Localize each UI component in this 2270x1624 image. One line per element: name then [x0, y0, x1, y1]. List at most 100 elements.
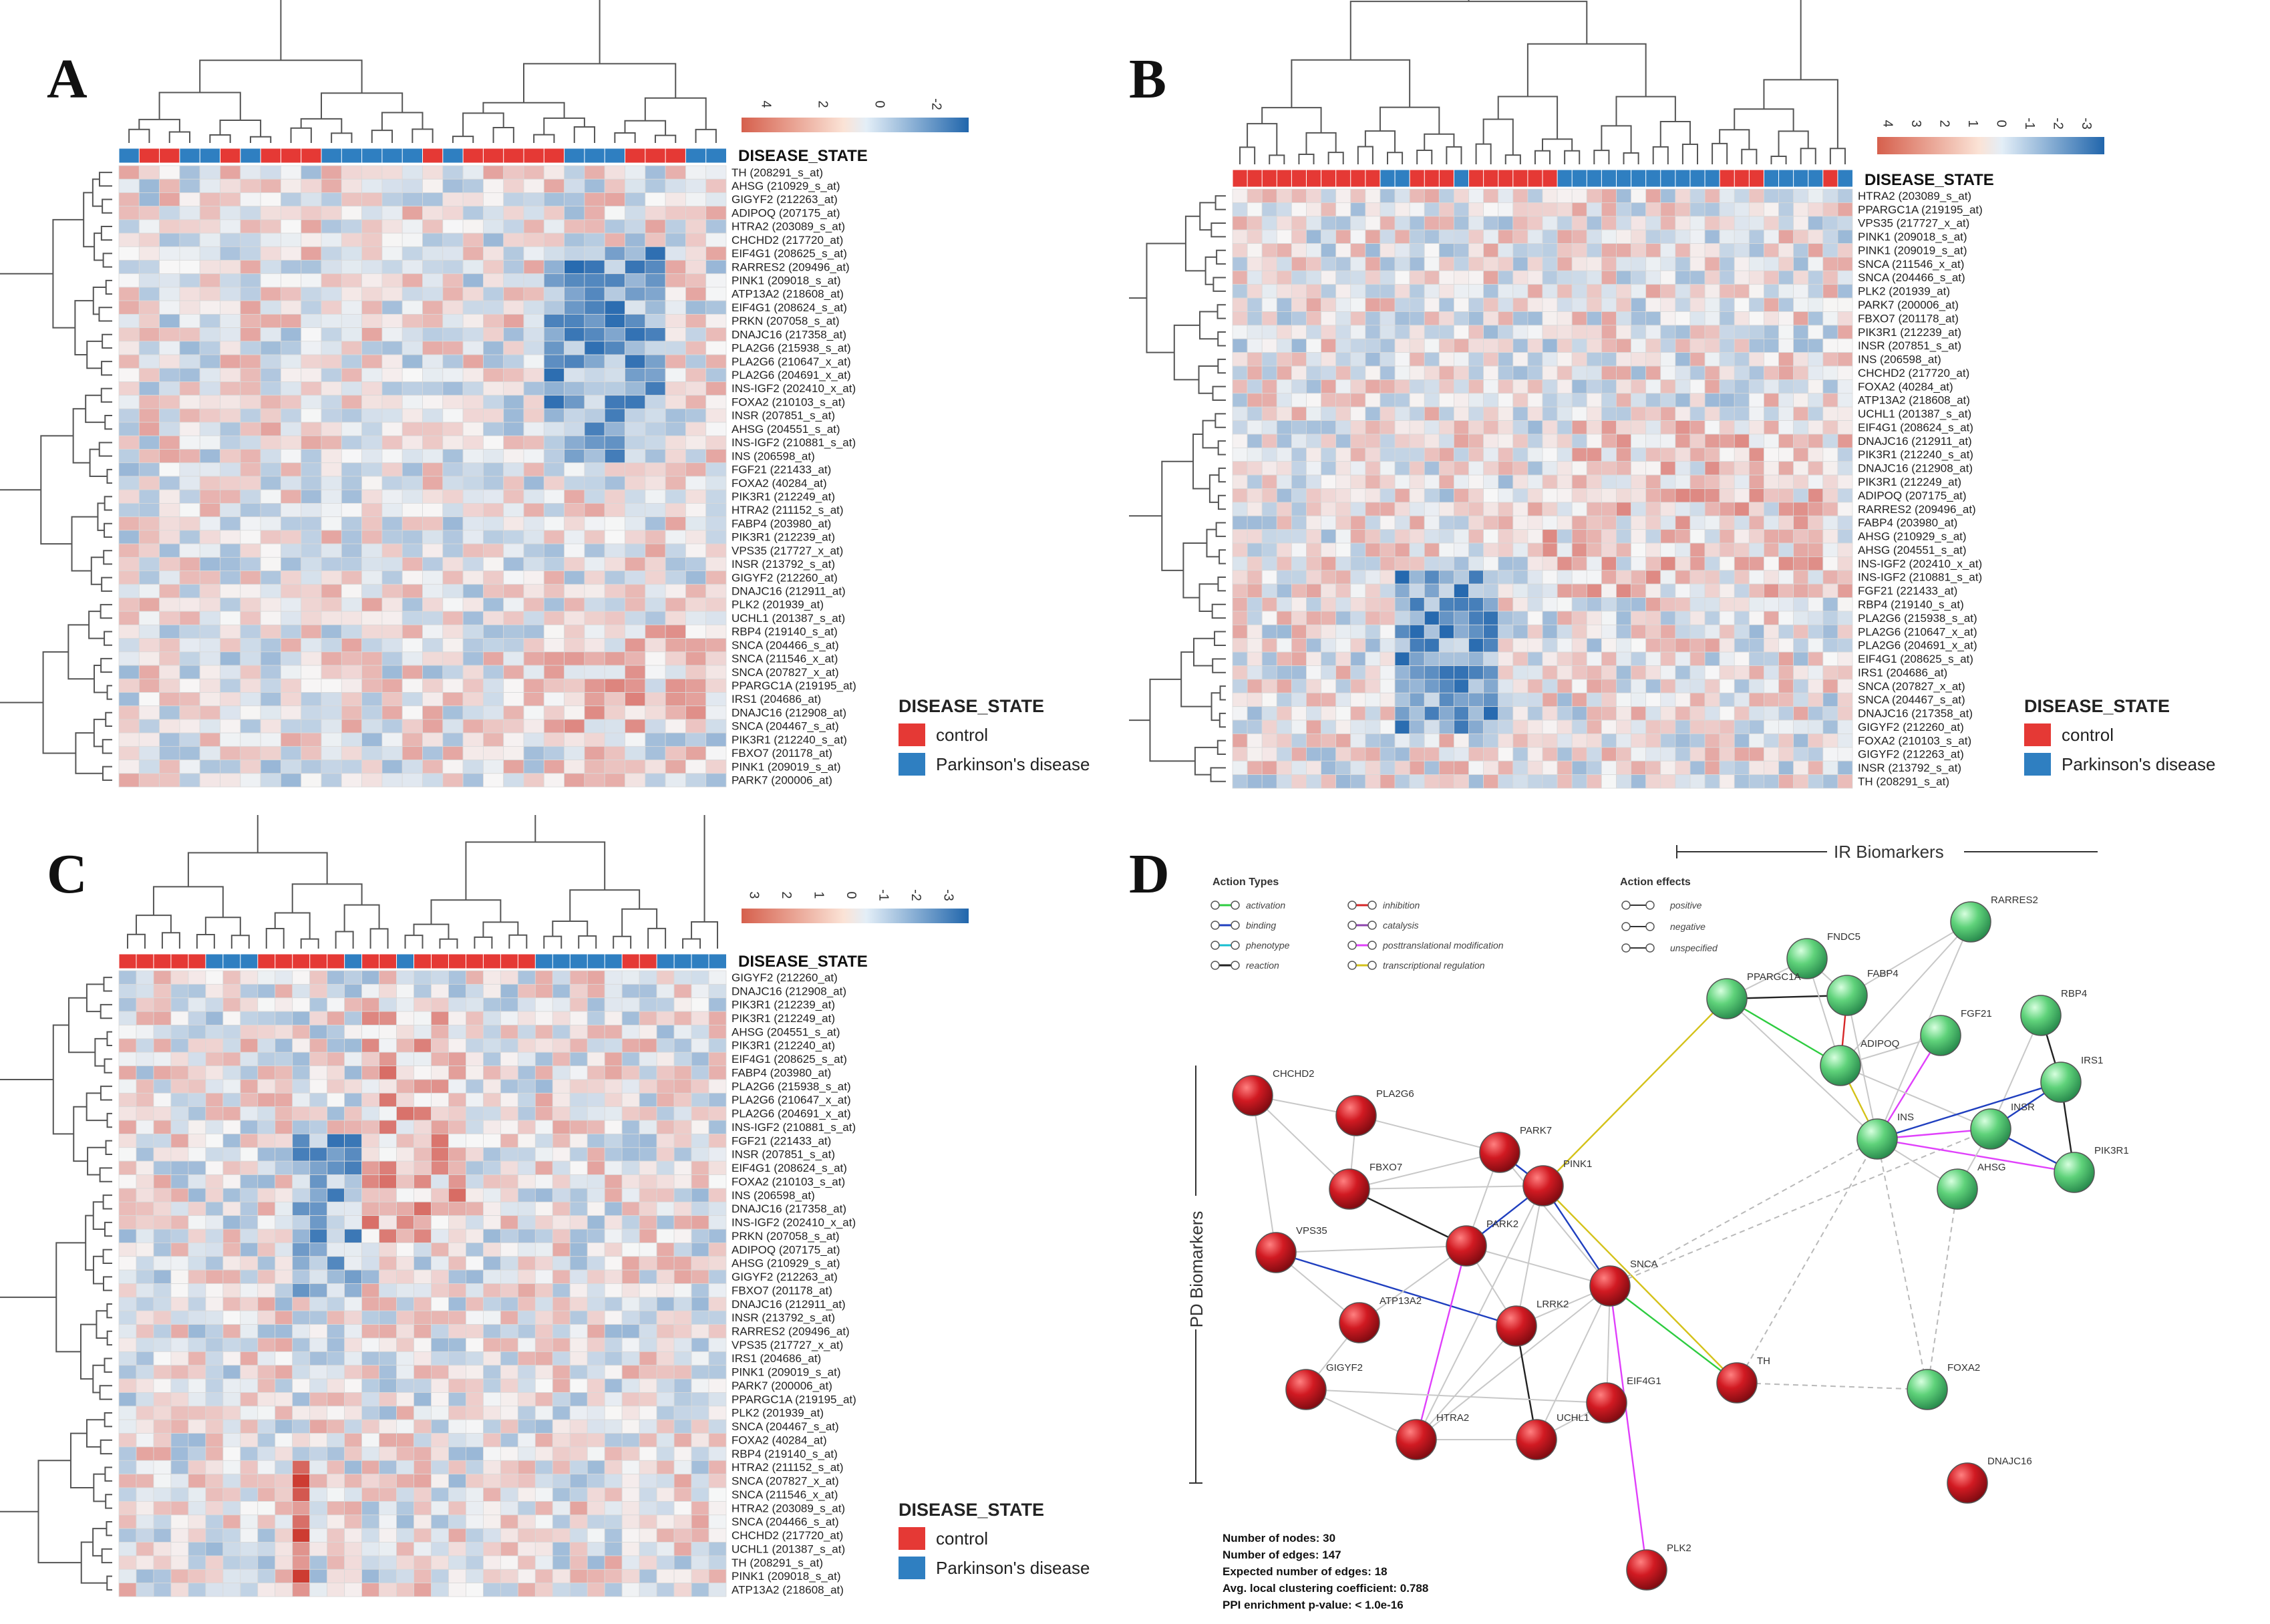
heatmap-cell: [119, 1052, 136, 1066]
annotation-cell: [382, 148, 403, 163]
heatmap-cell: [402, 476, 422, 490]
col-dendro-link-10: [534, 135, 554, 143]
heatmap-cell: [1690, 693, 1705, 706]
heatmap-cell: [301, 436, 321, 449]
heatmap-cell: [1823, 502, 1838, 516]
heatmap-cell: [1601, 625, 1616, 638]
heatmap-cell: [1351, 652, 1365, 665]
heatmap-cell: [524, 530, 544, 544]
heatmap-cell: [605, 1161, 622, 1174]
heatmap-cell: [1439, 679, 1454, 693]
heatmap-cell: [293, 1120, 310, 1134]
heatmap-cell: [321, 598, 341, 611]
heatmap-cell: [500, 1270, 518, 1283]
heatmap-cell: [258, 1148, 275, 1161]
gene-label: IRS1 (204686_at): [732, 693, 821, 705]
heatmap-cell: [382, 341, 402, 355]
heatmap-cell: [321, 544, 341, 557]
heatmap-cell: [345, 1148, 362, 1161]
heatmap-cell: [645, 679, 665, 692]
heatmap-cell: [483, 450, 503, 463]
heatmap-cell: [310, 1107, 327, 1120]
heatmap-cell: [1749, 775, 1764, 788]
heatmap-cell: [443, 557, 463, 571]
heatmap-cell: [1233, 189, 1247, 202]
heatmap-cell: [518, 1447, 535, 1460]
heatmap-cell: [1410, 707, 1424, 720]
heatmap-cell: [443, 368, 463, 381]
heatmap-cell: [706, 625, 726, 638]
heatmap-cell: [1616, 748, 1631, 761]
heatmap-cell: [685, 503, 705, 516]
heatmap-cell: [1557, 189, 1572, 202]
heatmap-cell: [605, 206, 625, 220]
heatmap-cell: [1277, 298, 1291, 311]
heatmap-cell: [431, 1406, 448, 1420]
heatmap-cell: [321, 450, 341, 463]
heatmap-cell: [119, 1460, 136, 1474]
heatmap-cell: [1601, 244, 1616, 257]
heatmap-cell: [1306, 734, 1321, 747]
heatmap-cell: [402, 571, 422, 585]
heatmap-cell: [570, 1379, 587, 1392]
heatmap-cell: [1498, 379, 1513, 393]
heatmap-cell: [483, 1311, 500, 1324]
heatmap-cell: [1734, 530, 1749, 543]
heatmap-cell: [443, 706, 463, 719]
heatmap-cell: [1291, 666, 1306, 679]
heatmap-cell: [1528, 202, 1543, 216]
heatmap-cell: [1616, 393, 1631, 407]
heatmap-cell: [706, 692, 726, 705]
heatmap-cell: [706, 395, 726, 409]
heatmap-cell: [1587, 230, 1601, 243]
heatmap-cell: [293, 1243, 310, 1256]
parkinsons-swatch: [899, 753, 925, 776]
heatmap-cell: [1513, 489, 1528, 502]
heatmap-cell: [1734, 693, 1749, 706]
annotation-cell: [463, 148, 484, 163]
heatmap-cell: [1646, 639, 1661, 652]
heatmap-cell: [261, 598, 281, 611]
heatmap-cell: [1705, 598, 1720, 611]
heatmap-cell: [622, 971, 639, 984]
heatmap-cell: [119, 1297, 136, 1311]
heatmap-cell: [1675, 625, 1690, 638]
heatmap-cell: [709, 1284, 726, 1297]
heatmap-cell: [402, 557, 422, 571]
heatmap-cell: [1498, 707, 1513, 720]
heatmap-cell: [414, 1011, 432, 1025]
heatmap-cell: [504, 422, 524, 436]
heatmap-cell: [1528, 393, 1543, 407]
heatmap-cell: [674, 998, 691, 1011]
annotation-cell: [379, 954, 397, 969]
heatmap-cell: [483, 625, 503, 638]
heatmap-cell: [362, 971, 379, 984]
heatmap-cell: [552, 1188, 570, 1202]
heatmap-cell: [154, 1243, 171, 1256]
heatmap-cell: [423, 639, 443, 652]
heatmap-cell: [483, 517, 503, 530]
col-dendro-link-27: [524, 63, 675, 102]
heatmap-cell: [362, 1284, 379, 1297]
annotation-cell: [1587, 170, 1602, 187]
gene-label: INSR (207851_s_at): [1858, 339, 1961, 352]
heatmap-cell: [261, 233, 281, 247]
heatmap-cell: [1528, 571, 1543, 584]
heatmap-cell: [1543, 339, 1557, 352]
heatmap-cell: [1749, 244, 1764, 257]
heatmap-cell: [275, 1379, 293, 1392]
heatmap-cell: [1247, 407, 1262, 420]
heatmap-cell: [585, 192, 605, 206]
heatmap-cell: [1484, 652, 1498, 665]
heatmap-cell: [552, 1447, 570, 1460]
heatmap-cell: [1616, 434, 1631, 448]
heatmap-cell: [1661, 611, 1675, 625]
heatmap-cell: [709, 1188, 726, 1202]
heatmap-cell: [341, 395, 361, 409]
heatmap-cell: [382, 395, 402, 409]
heatmap-cell: [119, 706, 139, 719]
heatmap-cell: [1351, 707, 1365, 720]
heatmap-cell: [483, 1325, 500, 1338]
heatmap-cell: [665, 206, 685, 220]
heatmap-cell: [119, 746, 139, 760]
